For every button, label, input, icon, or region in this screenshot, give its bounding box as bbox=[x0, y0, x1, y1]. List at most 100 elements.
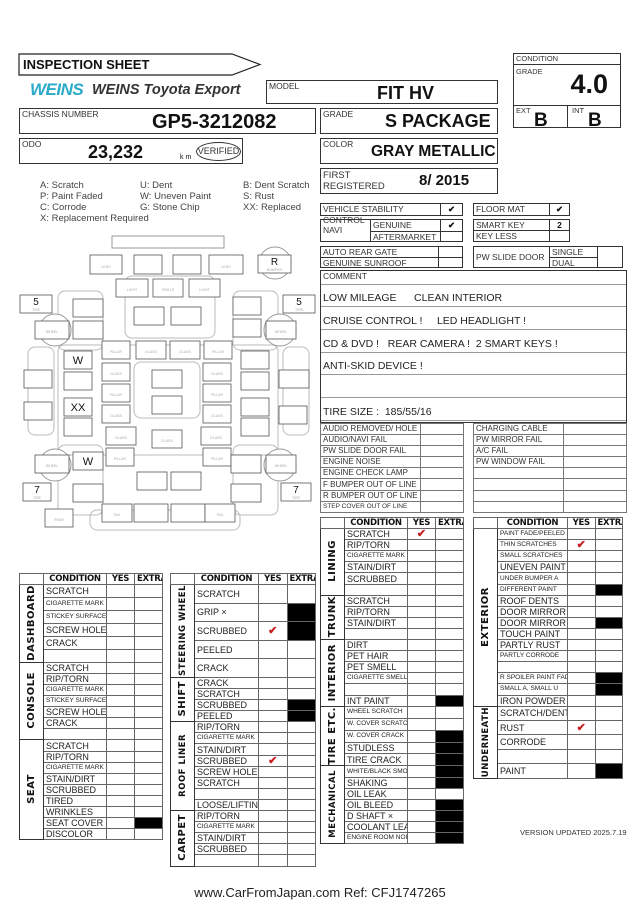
checklist-value bbox=[563, 434, 627, 447]
damage-mark-front-bumper-right: R bbox=[271, 257, 278, 268]
section-label: STEERING WHEEL bbox=[170, 584, 195, 678]
table-row: CRACK bbox=[20, 635, 163, 650]
condition-item: WRINKLES bbox=[43, 806, 107, 819]
condition-item: STAIN/DIRT bbox=[344, 616, 408, 629]
yes-cell bbox=[407, 776, 436, 789]
checklist-item: CHARGING CABLE bbox=[473, 422, 564, 436]
condition-item: DIFFERENT PAINT bbox=[497, 583, 568, 596]
table-row: PAINT bbox=[474, 763, 623, 779]
panel-box bbox=[170, 471, 202, 491]
yes-cell bbox=[106, 761, 135, 774]
panel-box bbox=[89, 254, 123, 275]
panel-label: GLASS bbox=[210, 436, 222, 440]
panel-label: TIRE bbox=[33, 496, 42, 500]
panel-label: GLASS bbox=[211, 414, 223, 418]
section-header bbox=[19, 572, 44, 586]
condition-item: PAINT bbox=[497, 763, 568, 779]
panel-box bbox=[101, 362, 131, 382]
option-keys: SMART KEY 2 KEY LESS bbox=[473, 219, 570, 242]
condition-item: CRACK bbox=[194, 676, 259, 690]
panel-label: BUMPER bbox=[267, 268, 282, 272]
extra-cell-blocked bbox=[286, 621, 316, 641]
condition-header: CONDITION bbox=[344, 516, 408, 530]
table-row: PEELED bbox=[171, 710, 316, 723]
panel-label: LENS bbox=[101, 265, 111, 269]
condition-item: RUST bbox=[497, 720, 568, 736]
condition-item: ROOF DENTS bbox=[497, 594, 568, 607]
option-pw-slide-door: PW SLIDE DOOR SINGLE DUAL bbox=[473, 246, 623, 268]
extra-cell bbox=[594, 720, 623, 736]
extra-cell bbox=[594, 627, 623, 641]
extra-cell bbox=[594, 528, 623, 541]
panel-box bbox=[133, 254, 163, 275]
extra-cell bbox=[134, 806, 163, 819]
checklist-value bbox=[419, 500, 465, 513]
section-label: EXTERIOR bbox=[473, 528, 498, 707]
body-outline bbox=[124, 275, 216, 339]
checklist-item bbox=[473, 478, 564, 491]
extra-cell bbox=[435, 661, 464, 674]
extra-header: EXTRA bbox=[594, 516, 623, 530]
yes-cell bbox=[258, 658, 288, 678]
yes-cell bbox=[567, 583, 596, 596]
condition-item: RIP/TORN bbox=[43, 672, 107, 686]
checklist-item: R BUMPER OUT OF LINE bbox=[320, 489, 421, 502]
grade-field: GRADE S PACKAGE bbox=[320, 108, 498, 134]
checklist-row: AUDIO/NAVI FAIL bbox=[320, 434, 465, 447]
condition-item: STAIN/DIRT bbox=[43, 772, 107, 785]
condition-item: SMALL A, SMALL U bbox=[497, 683, 568, 696]
registered-label: REGISTERED bbox=[323, 181, 385, 192]
extra-cell bbox=[286, 639, 316, 660]
extra-cell bbox=[134, 635, 163, 650]
extra-cell bbox=[594, 694, 623, 707]
panel-label: TAIL bbox=[113, 513, 120, 517]
table-header: CONDITIONYESEXTRA bbox=[320, 516, 464, 530]
extra-cell-blocked bbox=[286, 710, 316, 723]
yes-cell bbox=[106, 610, 135, 624]
yes-cell bbox=[258, 776, 288, 789]
extra-cell bbox=[435, 672, 464, 685]
table-row: DISCOLOR bbox=[20, 828, 163, 841]
panel-label: TIRE bbox=[32, 308, 41, 312]
legend-item: B: Dent Scratch bbox=[243, 180, 310, 191]
legend-item: C: Corrode bbox=[40, 202, 87, 213]
panel-box bbox=[23, 401, 53, 421]
panel-box bbox=[101, 404, 131, 424]
table-header: CONDITIONYESEXTRA bbox=[19, 572, 163, 586]
panel-label: GRILLE bbox=[162, 288, 175, 292]
panel-box bbox=[34, 454, 70, 474]
failure-checklist-right: CHARGING CABLE PW MIRROR FAIL A/C FAIL PW W… bbox=[473, 422, 627, 513]
extra-cell bbox=[435, 639, 464, 652]
checklist-value bbox=[419, 456, 465, 469]
comment-line: CRUISE CONTROL ! LED HEADLIGHT ! bbox=[321, 308, 626, 330]
panel-box bbox=[151, 429, 183, 449]
section-label: LINING bbox=[320, 528, 345, 596]
yes-cell bbox=[567, 763, 596, 779]
extra-cell bbox=[134, 728, 163, 741]
section-name: SEAT bbox=[25, 774, 37, 805]
panel-box bbox=[202, 404, 232, 424]
yes-cell bbox=[407, 650, 436, 663]
condition-grade-box: CONDITION GRADE 4.0 EXT INT B B bbox=[513, 53, 621, 131]
legend-item: U: Dent bbox=[140, 180, 173, 191]
table-row: RIP/TORN bbox=[20, 750, 163, 763]
vsc-check: ✔ bbox=[440, 204, 462, 215]
panel-box bbox=[204, 503, 236, 523]
panel-box bbox=[240, 371, 270, 391]
yes-cell bbox=[567, 672, 596, 685]
body-outline bbox=[57, 344, 279, 456]
checklist-value bbox=[419, 445, 465, 458]
extra-cell-blocked bbox=[134, 817, 163, 830]
yes-cell bbox=[407, 729, 436, 743]
condition-item: R SPOILER PAINT FADE bbox=[497, 672, 568, 685]
yes-cell bbox=[567, 594, 596, 607]
condition-item: CIGARETTE MARK bbox=[194, 821, 259, 834]
panel-box bbox=[240, 350, 270, 370]
sunroof-label: GENUINE SUNROOF bbox=[323, 258, 407, 268]
yes-cell bbox=[407, 798, 436, 811]
condition-item: SCRUBBED bbox=[194, 621, 259, 641]
condition-item: SHAKING bbox=[344, 776, 408, 789]
condition-item: RIP/TORN bbox=[194, 810, 259, 823]
condition-item: RIP/TORN bbox=[43, 750, 107, 763]
yes-cell bbox=[567, 748, 596, 765]
